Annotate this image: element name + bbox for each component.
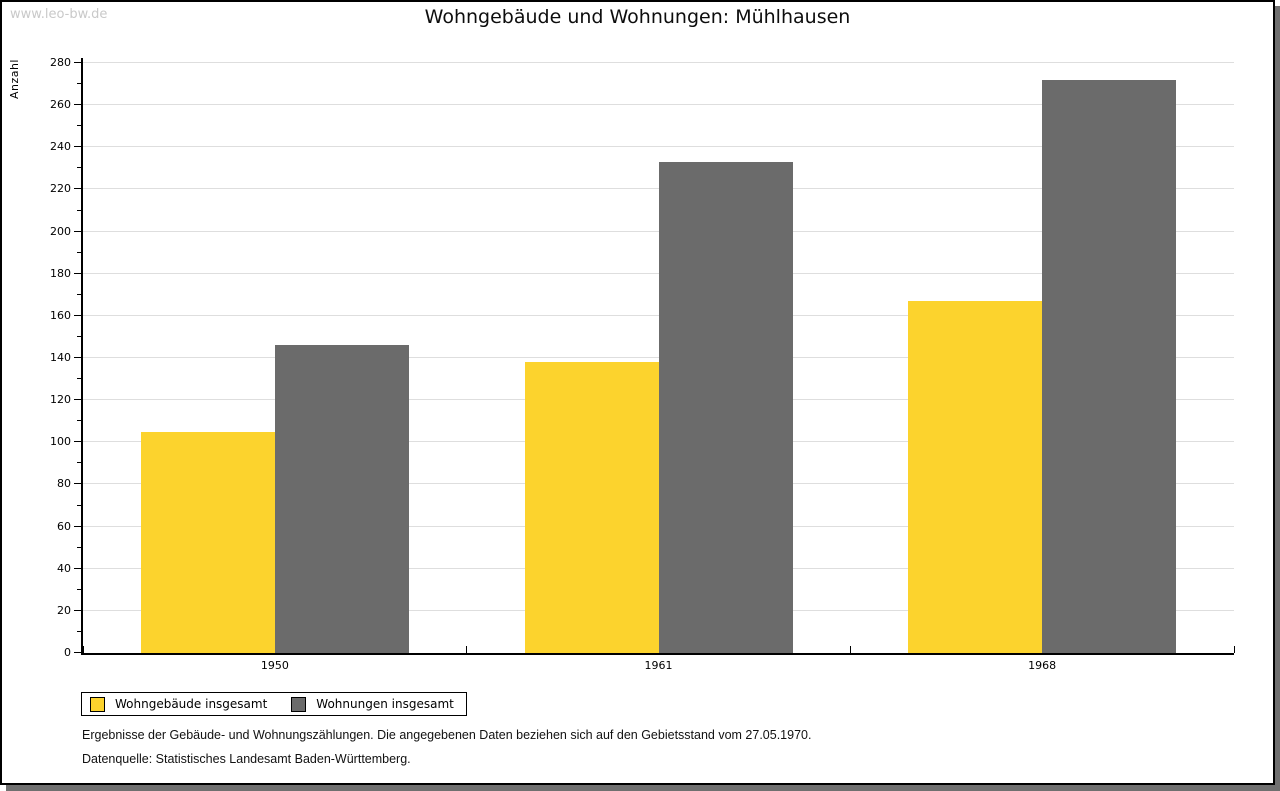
y-major-tick <box>74 567 81 569</box>
y-tick-label: 80 <box>57 477 71 491</box>
y-major-tick <box>74 483 81 485</box>
y-minor-tick <box>77 462 81 464</box>
chart-title: Wohngebäude und Wohnungen: Mühlhausen <box>424 6 851 28</box>
legend: Wohngebäude insgesamt Wohnungen insgesamt <box>81 692 467 716</box>
gridline <box>83 104 1234 106</box>
x-boundary-tick <box>82 646 84 653</box>
watermark: www.leo-bw.de <box>10 7 108 22</box>
y-minor-tick <box>77 630 81 632</box>
y-minor-tick <box>77 335 81 337</box>
y-tick-label: 20 <box>57 603 71 617</box>
bar-1950-series-2 <box>274 345 409 653</box>
y-minor-tick <box>77 167 81 169</box>
y-tick-label: 200 <box>50 224 71 238</box>
y-minor-tick <box>77 546 81 548</box>
legend-item: Wohngebäude insgesamt <box>90 696 268 712</box>
y-major-tick <box>74 272 81 274</box>
legend-swatch-icon <box>291 696 307 712</box>
y-tick-label: 60 <box>57 519 71 533</box>
x-category-label: 1961 <box>644 659 673 672</box>
y-tick-label: 100 <box>50 435 71 449</box>
y-minor-tick <box>77 209 81 211</box>
gridline <box>83 146 1234 148</box>
y-major-tick <box>74 652 81 653</box>
y-major-tick <box>74 441 81 443</box>
gridline <box>83 62 1234 63</box>
y-tick-label: 240 <box>50 140 71 154</box>
bar-1968-series-2 <box>1042 79 1177 653</box>
y-minor-tick <box>77 588 81 590</box>
x-category-label: 1968 <box>1028 659 1057 672</box>
legend-label: Wohnungen insgesamt <box>316 697 454 711</box>
legend-item: Wohnungen insgesamt <box>291 696 454 712</box>
y-major-tick <box>74 104 81 106</box>
y-tick-label: 160 <box>50 308 71 322</box>
bar-1950-series-1 <box>140 431 275 653</box>
y-tick-label: 120 <box>50 393 71 407</box>
y-tick-label: 260 <box>50 98 71 112</box>
x-category-label: 1950 <box>260 659 289 672</box>
y-tick-label: 0 <box>64 646 71 659</box>
y-major-tick <box>74 188 81 190</box>
y-axis-title: Anzahl <box>8 59 21 100</box>
y-major-tick <box>74 525 81 527</box>
y-tick-label: 220 <box>50 182 71 196</box>
y-minor-tick <box>77 293 81 295</box>
y-minor-tick <box>77 83 81 85</box>
bar-1968-series-1 <box>908 301 1043 653</box>
y-major-tick <box>74 314 81 316</box>
x-boundary-tick <box>466 646 468 653</box>
bar-1961-series-1 <box>524 362 659 653</box>
footnote-source-note: Ergebnisse der Gebäude- und Wohnungszähl… <box>82 728 812 742</box>
x-boundary-tick <box>1233 646 1235 653</box>
legend-label: Wohngebäude insgesamt <box>115 697 268 711</box>
y-tick-label: 180 <box>50 266 71 280</box>
y-tick-label: 40 <box>57 561 71 575</box>
y-tick-label: 140 <box>50 351 71 364</box>
y-minor-tick <box>77 251 81 253</box>
y-major-tick <box>74 230 81 232</box>
y-major-tick <box>74 357 81 358</box>
y-major-tick <box>74 609 81 611</box>
y-major-tick <box>74 146 81 148</box>
y-minor-tick <box>77 378 81 380</box>
y-major-tick <box>74 399 81 401</box>
y-major-tick <box>74 62 81 63</box>
plot-area: 0 20 40 60 80 100 120 140 160 180 200 220 240 260 280 1… <box>50 56 1235 672</box>
y-axis-line <box>81 58 83 655</box>
x-boundary-tick <box>849 646 851 653</box>
y-tick-label: 280 <box>50 56 71 69</box>
footnote-data-source: Datenquelle: Statistisches Landesamt Bad… <box>82 752 411 766</box>
y-minor-tick <box>77 504 81 506</box>
y-minor-tick <box>77 420 81 422</box>
legend-swatch-icon <box>90 696 105 712</box>
y-minor-tick <box>77 125 81 127</box>
bar-1961-series-2 <box>658 162 793 653</box>
x-axis-line <box>81 653 1234 655</box>
